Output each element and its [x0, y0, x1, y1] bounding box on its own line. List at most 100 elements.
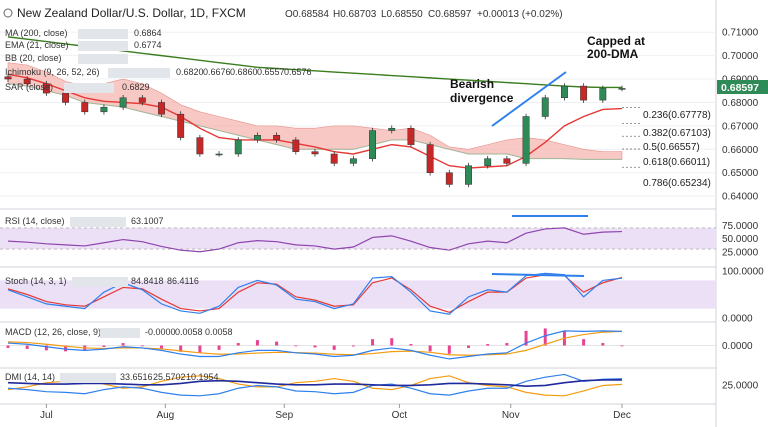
candle-body [369, 130, 377, 159]
legend-ema21[interactable]: EMA (21, close) 0.6774 [5, 40, 162, 51]
macd-hist-bar [102, 345, 106, 347]
macd-hist-bar [332, 345, 336, 350]
fibonacci-levels [622, 107, 642, 168]
rsi-band [0, 227, 716, 250]
macd-hist-bar [6, 345, 10, 348]
ichimoku-chikou: 0.6860 [230, 67, 258, 77]
high-value: H0.68703 [333, 9, 377, 20]
collapse-icon[interactable] [3, 8, 13, 18]
low-value: L0.68550 [381, 9, 423, 20]
candle-body [311, 151, 319, 155]
price-tick-label: 0.64000 [722, 192, 759, 203]
candle-body [349, 158, 357, 164]
legend-rsi[interactable]: RSI (14, close) 63.1007 [5, 216, 164, 227]
macd-hist-bar [294, 345, 298, 347]
rsi-line [7, 227, 623, 253]
legend-sar[interactable]: SAR (close) 0.6829 [5, 82, 150, 93]
macd-hist-bar [505, 343, 509, 346]
fib-label: 0.5(0.66557) [643, 142, 700, 153]
pane-tick-label: 75.0000 [722, 221, 759, 232]
pane-tick-label: 50.0000 [722, 234, 759, 245]
candle-body [234, 139, 242, 155]
rsi-value: 63.1007 [131, 216, 164, 226]
change-value: +0.00013 (+0.02%) [477, 9, 563, 20]
price-tick-label: 0.68000 [722, 98, 759, 109]
ema21-value: 0.6774 [134, 40, 162, 50]
legend-macd[interactable]: MACD (12, 26, close, 9) -0.0000 0.0058 0… [5, 327, 233, 338]
chart-header: New Zealand Dollar/U.S. Dollar, 1D, FXCM… [3, 6, 563, 20]
macd-hist-bar [390, 338, 394, 346]
stoch-k-value: 84.8418 [131, 276, 164, 286]
candle-body [503, 158, 511, 164]
dmi-label: DMI (14, 14) [5, 372, 55, 382]
legend-bb[interactable]: BB (20, close) [5, 53, 128, 64]
price-tick-label: 0.70000 [722, 51, 759, 62]
candle-body [42, 83, 50, 94]
candle-body [62, 92, 70, 103]
candle-body [407, 127, 415, 145]
candle-body [330, 153, 338, 164]
price-gridlines [0, 31, 716, 197]
date-tick-label: Dec [613, 410, 631, 421]
rsi-pane [0, 227, 716, 253]
legend-buttons[interactable] [78, 29, 128, 39]
macd-label: MACD (12, 26, close, 9) [5, 327, 101, 337]
legend-buttons[interactable] [108, 68, 170, 78]
date-tick-label: Nov [502, 410, 520, 421]
macd-signal-value: 0.0058 [175, 327, 203, 337]
candle-body [465, 165, 472, 185]
legend-buttons[interactable] [60, 373, 116, 383]
price-axis-background [716, 0, 768, 427]
macd-hist-bar [601, 343, 605, 346]
candlesticks [4, 73, 626, 188]
fib-label: 0.236(0.67778) [643, 110, 711, 121]
legend-buttons[interactable] [78, 41, 128, 51]
legend-stoch[interactable]: Stoch (14, 3, 1) 84.8418 86.4116 [5, 276, 199, 287]
macd-hist-bar [371, 339, 375, 346]
macd-hist-bar [351, 345, 355, 347]
stoch-divergence-line[interactable] [491, 273, 585, 277]
symbol-title[interactable]: New Zealand Dollar/U.S. Dollar, 1D, FXCM [17, 6, 246, 20]
macd-hist-bar [313, 345, 317, 348]
ichimoku-tenkan: 0.6820 [176, 67, 204, 77]
legend-buttons[interactable] [70, 217, 126, 227]
legend-ichimoku[interactable]: Ichimoku (9, 26, 52, 26) 0.6820 0.6676 0… [5, 67, 312, 78]
date-tick-label: Oct [392, 410, 408, 421]
ichimoku-label: Ichimoku (9, 26, 52, 26) [5, 67, 100, 77]
legend-buttons[interactable] [100, 328, 140, 338]
dmi-pane [7, 373, 623, 397]
dmi-minus-line [7, 375, 623, 397]
legend-ma200[interactable]: MA (200, close) 0.6864 [5, 28, 162, 39]
bearish-divergence-label: Bearish [450, 77, 494, 91]
macd-line [7, 330, 623, 360]
macd-hist-bar [236, 343, 240, 346]
divergence-trendline[interactable] [491, 71, 567, 127]
candle-body [522, 116, 530, 164]
macd-hist-bar [255, 340, 259, 346]
stoch-k-line [7, 272, 623, 315]
candle-body [215, 153, 223, 156]
legend-buttons[interactable] [78, 54, 128, 64]
price-tick-label: 0.66000 [722, 145, 759, 156]
candle-body [4, 76, 12, 80]
ichimoku-span-a: 0.6557 [257, 67, 285, 77]
legend-dmi[interactable]: DMI (14, 14) 33.6516 25.5702 10.1954 [5, 372, 219, 383]
legend-buttons[interactable] [72, 277, 128, 287]
macd-hist-bar [275, 341, 279, 346]
macd-hist-bar [179, 345, 183, 352]
legend-buttons[interactable] [64, 83, 114, 93]
date-tick-label: Jul [40, 410, 53, 421]
pane-tick-label: 25.0000 [722, 247, 759, 258]
pane-tick-label: 0.0000 [722, 341, 753, 352]
price-tick-label: 0.65000 [722, 168, 759, 179]
fib-label: 0.618(0.66011) [643, 157, 710, 168]
candle-body [100, 106, 108, 113]
candle-body [273, 135, 281, 141]
macd-hist-bar [467, 345, 470, 348]
macd-pane [0, 328, 716, 360]
open-value: O0.68584 [285, 9, 329, 20]
macd-hist-bar [121, 343, 125, 346]
